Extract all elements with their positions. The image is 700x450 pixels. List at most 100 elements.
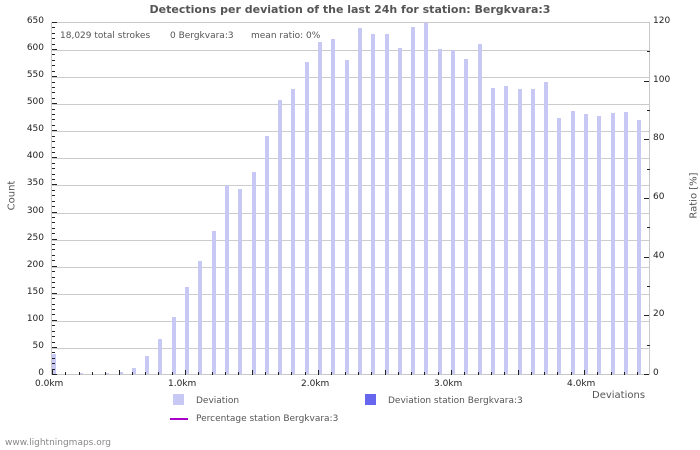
y-tick-mark	[52, 114, 55, 116]
x-tick-mark	[78, 372, 80, 375]
x-tick-mark	[344, 372, 346, 375]
x-tick-mark	[304, 372, 306, 375]
y-tick-mark	[52, 341, 55, 343]
y-tick-mark	[52, 211, 57, 213]
bar-deviation	[544, 82, 549, 374]
bar-deviation	[264, 136, 269, 374]
x-tick-mark	[91, 372, 93, 375]
y-tick-mark	[52, 227, 55, 229]
y2-tick-mark	[644, 139, 649, 141]
y-left-tick-label: 600	[26, 43, 44, 54]
y-tick-mark	[52, 216, 55, 218]
bar-deviation	[597, 116, 602, 374]
x-tick-mark	[490, 372, 492, 375]
bar-deviation	[490, 88, 495, 374]
x-tick-mark	[570, 372, 572, 375]
y-tick-mark	[52, 108, 55, 110]
gridline	[52, 212, 649, 214]
y-left-tick-label: 500	[26, 97, 44, 108]
x-tick-label: 1.0km	[168, 379, 197, 389]
y2-tick-mark	[647, 110, 650, 111]
gridline	[52, 104, 649, 106]
y-tick-mark	[52, 59, 55, 61]
x-tick-mark	[145, 372, 147, 375]
bar-deviation	[464, 59, 469, 374]
x-tick-mark	[318, 370, 319, 375]
bar-deviation	[424, 23, 429, 374]
y2-tick-mark	[647, 344, 650, 346]
x-tick-mark	[411, 372, 413, 375]
bar-deviation	[451, 50, 455, 374]
y-tick-mark	[52, 49, 57, 51]
x-tick-mark	[477, 372, 479, 375]
y-tick-mark	[52, 244, 55, 246]
x-tick-mark	[264, 372, 266, 375]
y-tick-mark	[52, 276, 55, 278]
x-tick-mark	[278, 372, 280, 375]
y2-tick-mark	[644, 315, 649, 317]
x-tick-mark	[544, 372, 546, 375]
y-tick-mark	[52, 206, 55, 208]
y-left-tick-label: 350	[26, 178, 44, 189]
chart-title: Detections per deviation of the last 24h…	[149, 3, 551, 16]
x-tick-mark	[504, 372, 506, 375]
x-tick-mark	[185, 370, 186, 375]
x-tick-mark	[623, 372, 625, 375]
bar-deviation	[517, 88, 522, 374]
x-tick-mark	[158, 372, 160, 375]
y-tick-mark	[52, 54, 55, 56]
y-tick-mark	[52, 32, 55, 34]
x-tick-mark	[357, 372, 359, 375]
x-tick-mark	[105, 372, 107, 375]
y-tick-mark	[52, 22, 57, 23]
x-tick-mark	[211, 372, 213, 375]
bar-deviation	[171, 316, 176, 374]
y-right-tick-label: 100	[653, 74, 671, 85]
y-tick-mark	[52, 151, 55, 153]
bar-deviation	[304, 62, 309, 374]
y-tick-mark	[52, 124, 55, 126]
y-tick-mark	[52, 97, 55, 99]
bar-deviation	[118, 372, 123, 374]
x-tick-mark	[131, 372, 133, 375]
y-tick-mark	[52, 43, 55, 45]
y-tick-mark	[52, 168, 55, 170]
y-right-tick-label: 0	[653, 368, 659, 378]
legend-percentage-label: Percentage station Bergkvara:3	[196, 414, 339, 424]
x-tick-mark	[437, 372, 439, 375]
y-tick-mark	[52, 222, 55, 224]
y-tick-mark	[52, 265, 57, 267]
bar-deviation	[623, 112, 628, 374]
x-tick-label: 0.0km	[35, 379, 64, 389]
y-tick-mark	[52, 319, 57, 321]
y2-tick-mark	[644, 374, 649, 375]
y-tick-mark	[52, 374, 57, 375]
gridline	[52, 50, 649, 52]
y-tick-mark	[52, 130, 57, 132]
x-tick-mark	[517, 370, 519, 375]
y-tick-mark	[52, 281, 55, 283]
y-tick-mark	[52, 238, 57, 240]
y-tick-mark	[52, 346, 57, 348]
x-tick-mark	[291, 372, 293, 375]
y-tick-mark	[52, 363, 55, 365]
bar-deviation	[371, 33, 376, 374]
gridline	[52, 347, 649, 349]
bar-deviation	[291, 89, 296, 374]
y-left-tick-label: 250	[26, 232, 44, 243]
y-tick-mark	[52, 92, 55, 94]
y-tick-mark	[52, 357, 55, 359]
y-tick-mark	[52, 141, 55, 143]
x-tick-mark	[610, 372, 612, 375]
bar-deviation	[397, 48, 402, 374]
y-right-tick-label: 120	[653, 16, 671, 26]
x-tick-mark	[637, 372, 639, 375]
y-tick-mark	[52, 271, 55, 273]
y-tick-mark	[52, 314, 55, 316]
y-tick-mark	[52, 65, 55, 67]
y-tick-mark	[52, 195, 55, 197]
legend-deviation-station-label: Deviation station Bergkvara:3	[388, 396, 523, 406]
y-tick-mark	[52, 27, 55, 29]
bar-deviation	[131, 367, 136, 374]
y-tick-mark	[52, 336, 55, 338]
